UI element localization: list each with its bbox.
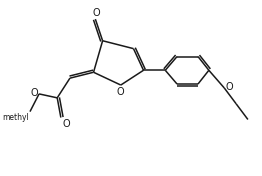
Text: O: O — [117, 87, 125, 97]
Text: methyl: methyl — [2, 113, 29, 122]
Text: O: O — [92, 8, 100, 18]
Text: O: O — [225, 82, 233, 92]
Text: O: O — [63, 118, 70, 128]
Text: O: O — [31, 88, 38, 98]
